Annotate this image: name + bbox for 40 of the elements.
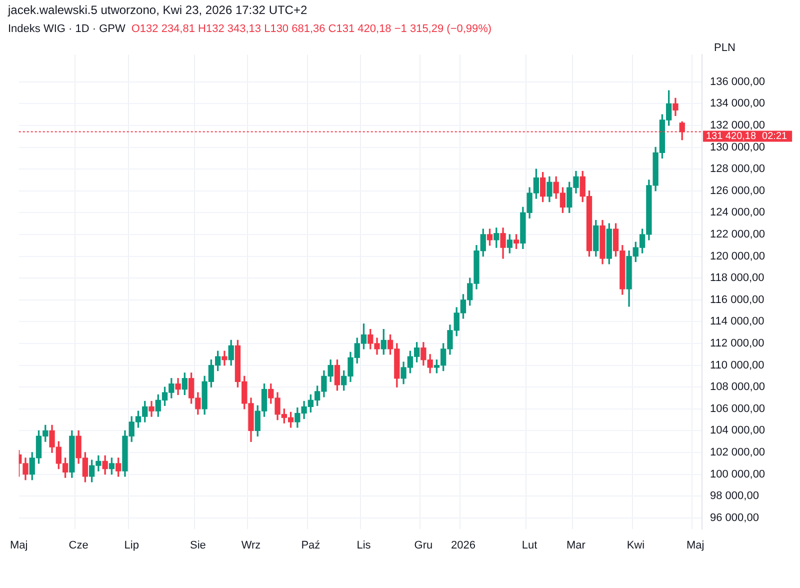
ref-line-label: 131 420,18	[706, 131, 756, 142]
y-tick-label: 96 000,00	[710, 512, 759, 524]
x-tick-label: Maj	[686, 539, 704, 552]
y-axis-title: PLN	[714, 42, 736, 54]
x-tick-label: Lut	[522, 539, 538, 552]
x-tick-label: 2026	[450, 539, 476, 552]
x-tick-label: Sie	[190, 539, 206, 552]
y-tick-label: 128 000,00	[710, 163, 766, 176]
y-tick-label: 120 000,00	[710, 250, 766, 262]
y-tick-label: 132 000,00	[710, 119, 766, 132]
y-tick-label: 104 000,00	[710, 424, 766, 437]
y-tick-label: 112 000,00	[710, 338, 764, 350]
y-tick-label: 110 000,00	[710, 359, 764, 372]
x-tick-label: Lis	[356, 539, 372, 552]
x-tick-label: Gru	[414, 539, 433, 552]
y-tick-label: 98 000,00	[710, 490, 759, 502]
y-tick-label: 106 000,00	[710, 402, 766, 415]
x-tick-label: Kwi	[626, 539, 645, 552]
y-tick-label: 100 000,00	[710, 468, 766, 480]
y-tick-label: 114 000,00	[710, 316, 764, 328]
y-tick-label: 124 000,00	[710, 206, 766, 219]
x-tick-label: Maj	[10, 539, 28, 552]
y-tick-label: 118 000,00	[710, 272, 764, 284]
text: jacek.walewski.5 utworzono, Kwi 23, 2026 17:32 UTC+2	[8, 3, 308, 17]
y-tick-label: 116 000,00	[710, 294, 764, 306]
text: 02:21	[762, 131, 788, 142]
x-tick-label: Wrz	[241, 539, 261, 552]
x-tick-label: Mar	[566, 539, 586, 552]
y-tick-label: 122 000,00	[710, 228, 766, 240]
x-tick-label: Lip	[124, 539, 139, 552]
y-tick-label: 102 000,00	[710, 446, 766, 459]
y-tick-label: 134 000,00	[710, 98, 766, 110]
y-tick-label: 136 000,00	[710, 76, 766, 88]
y-tick-label: 126 000,00	[710, 184, 766, 197]
x-tick-label: Cze	[68, 539, 88, 552]
chart-subtitle: O132 234,81 H132 343,13 L130 681,36 C131 420,18 −1 315,29 (−0,99%)	[131, 23, 492, 35]
y-tick-label: 130 000,00	[710, 141, 766, 154]
x-tick-label: Paź	[301, 539, 320, 552]
y-tick-label: 108 000,00	[710, 381, 766, 394]
chart-title: Indeks WIG · 1D · GPW	[8, 23, 126, 35]
